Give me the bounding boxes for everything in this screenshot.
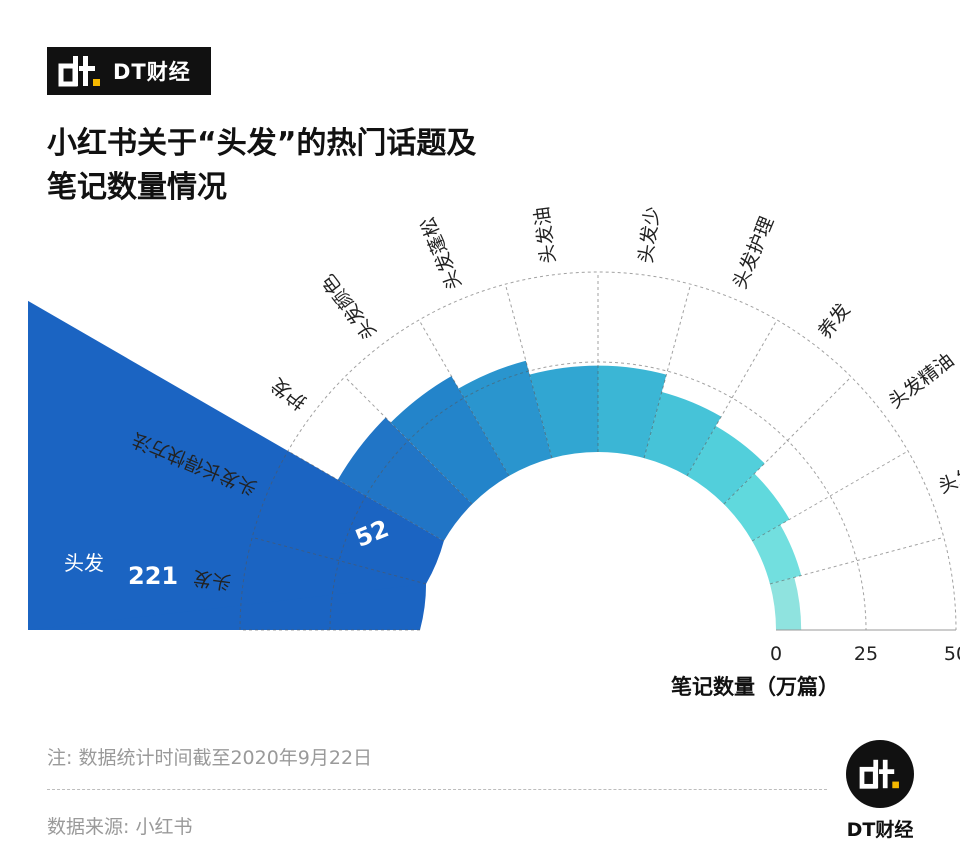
axis-layer: 0 25 50 笔记数量（万篇） bbox=[671, 629, 960, 699]
dt-logo-icon bbox=[58, 56, 100, 87]
axis-tick-label: 0 bbox=[770, 643, 782, 665]
bar-养发 bbox=[687, 425, 765, 505]
footer-logo-text: DT财经 bbox=[846, 819, 914, 841]
grid-radial-line bbox=[252, 536, 427, 585]
category-label: 头发油 bbox=[531, 205, 560, 264]
bar-name-label: 头发 bbox=[64, 551, 104, 575]
bar-头发护理 bbox=[644, 391, 722, 476]
category-label: 头发护理 bbox=[729, 214, 778, 293]
bar-layer bbox=[28, 300, 802, 630]
category-label: 头发精油 bbox=[885, 349, 959, 413]
category-label: 头发 bbox=[192, 566, 233, 593]
category-label: 头发柔顺 bbox=[935, 449, 960, 498]
bar-头发毛躁 bbox=[769, 577, 802, 630]
grid-radial-line bbox=[769, 536, 944, 585]
bar-头发蓬松 bbox=[458, 360, 552, 476]
grid-radial-line bbox=[418, 319, 510, 477]
chart-title-line-1: 小红书关于“头发”的热门话题及 bbox=[47, 126, 477, 161]
grid-layer bbox=[239, 271, 957, 631]
footer-divider bbox=[47, 789, 827, 790]
chart-title: 小红书关于“头发”的热门话题及 笔记数量情况 bbox=[47, 122, 647, 210]
grid-radial-line bbox=[751, 450, 909, 542]
category-label: 养发 bbox=[814, 299, 855, 343]
bar-护发 bbox=[337, 417, 473, 541]
category-label: 头发少 bbox=[635, 205, 664, 264]
axis-tick-label: 50 bbox=[944, 643, 960, 665]
brand-logo: DT财经 bbox=[47, 47, 211, 95]
grid-radial-line bbox=[686, 319, 778, 477]
dt-logo-icon bbox=[859, 759, 899, 789]
category-label: 护发 bbox=[267, 373, 311, 414]
bar-头发油 bbox=[529, 365, 598, 459]
chart-title-line-2: 笔记数量情况 bbox=[47, 170, 227, 205]
axis-title: 笔记数量（万篇） bbox=[671, 675, 839, 699]
brand-name: DT财经 bbox=[113, 60, 191, 84]
bar-value-label: 221 bbox=[128, 562, 178, 590]
grid-circle-25 bbox=[329, 361, 867, 631]
category-label: 头发颜色 bbox=[317, 270, 381, 344]
bar-头发柔顺 bbox=[752, 524, 802, 584]
grid-radial-line bbox=[643, 284, 692, 459]
bar-头发颜色 bbox=[390, 376, 509, 505]
data-source: 数据来源: 小红书 bbox=[47, 816, 193, 838]
axis-tick-label: 25 bbox=[854, 643, 878, 665]
bar-头发少 bbox=[598, 365, 667, 459]
bar-头发精油 bbox=[723, 473, 790, 541]
footer-logo bbox=[846, 740, 914, 808]
footnote: 注: 数据统计时间截至2020年9月22日 bbox=[47, 747, 373, 769]
bar-头发长得快方法 bbox=[28, 300, 444, 630]
category-label: 头发蓬松 bbox=[417, 214, 466, 293]
